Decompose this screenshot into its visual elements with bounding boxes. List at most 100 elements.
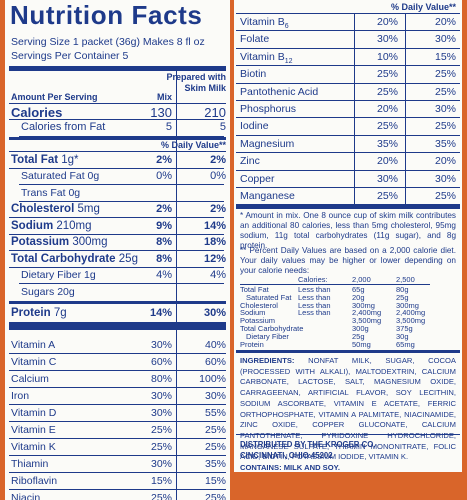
nutrient-name: Dietary Fiber — [21, 269, 82, 281]
nutrient-label: Saturated Fat 0g — [21, 170, 99, 182]
nutrient-milk: 18% — [203, 236, 226, 248]
vitamin-row — [9, 456, 226, 473]
thick-rule — [9, 322, 226, 330]
calorie-row — [19, 120, 224, 137]
nutrient-row — [9, 152, 224, 169]
vitamin-milk: 25% — [434, 190, 456, 202]
vitamin-mix: 80% — [150, 373, 172, 385]
vitamin-name: Vitamin C — [11, 356, 57, 368]
nutrient-row — [19, 168, 224, 185]
ingredients: INGREDIENTS: NONFAT MILK, SUGAR, COCOA (… — [240, 356, 456, 472]
vitamin-row — [9, 371, 226, 388]
vitamin-mix: 25% — [376, 190, 398, 202]
nutrient-label: Protein 7g — [11, 307, 67, 319]
vitamin-label: Manganese — [240, 190, 295, 202]
footnote-2: ** Percent Daily Values are based on a 2… — [240, 246, 456, 275]
nutrient-amount: 1g* — [61, 154, 79, 166]
vitamin-mix: 25% — [150, 441, 172, 453]
nutrient-name: Sugars — [21, 286, 55, 298]
vitamin-name: Niacin — [11, 492, 41, 500]
vitamin-label: Vitamin B12 — [240, 51, 293, 65]
footnote-1: * Amount in mix. One 8 ounce cup of skim… — [240, 211, 456, 250]
calorie-name: Calories — [11, 105, 63, 120]
vitamin-row — [9, 439, 226, 456]
vitamin-label: Folate — [240, 33, 269, 45]
vitamin-name: Zinc — [240, 155, 260, 168]
nutrient-amount: 210mg — [56, 220, 92, 232]
vitamin-row — [236, 14, 460, 32]
vitamin-milk: 15% — [204, 475, 226, 487]
nutrient-label: Total Fat 1g* — [11, 154, 79, 166]
vitamin-mix: 30% — [150, 390, 172, 402]
col-divider — [405, 13, 406, 205]
dv-table-2000: 300g — [352, 324, 369, 333]
vitamin-row — [236, 31, 460, 49]
vitamin-mix: 20% — [376, 103, 398, 115]
nutrient-milk: 4% — [210, 269, 226, 281]
nutrient-row — [9, 218, 224, 235]
nutrient-milk: 0% — [210, 170, 226, 182]
vitamin-milk: 60% — [204, 356, 226, 368]
vitamin-name: Iron — [11, 390, 30, 402]
vitamin-mix: 30% — [150, 458, 172, 470]
nutrient-name: Trans Fat — [21, 187, 66, 199]
vitamin-name: Magnesium — [240, 137, 295, 150]
vitamin-row — [236, 171, 460, 188]
vitamin-name: Calcium — [11, 373, 49, 385]
vitamin-name: Vitamin D — [11, 407, 57, 419]
dv-table-2500: 375g — [396, 324, 413, 333]
dv-table-2000: 300mg — [352, 300, 375, 310]
vitamin-name: Folate — [240, 33, 270, 46]
mix-header: Mix — [156, 92, 172, 102]
vitamin-milk: 30% — [434, 103, 456, 115]
nutrient-milk: 2% — [210, 203, 226, 215]
title: Nutrition Facts — [10, 0, 203, 30]
nutrient-name: Total Fat — [11, 154, 59, 166]
nutrient-label: Potassium 300mg — [11, 236, 108, 248]
vitamin-name: Thiamin — [11, 458, 49, 470]
dv-table-2500: 80g — [396, 285, 409, 294]
vitamin-row — [236, 101, 460, 119]
dv-table-2000: 65g — [352, 285, 365, 294]
nutrient-mix: 8% — [156, 253, 172, 265]
vitamin-mix: 20% — [376, 155, 398, 168]
vitamin-mix: 30% — [376, 33, 398, 46]
dv-table-2500: 3,500mg — [396, 316, 426, 326]
spacer — [294, 356, 308, 365]
vitamin-row — [236, 118, 460, 136]
calorie-name: Calories from Fat — [21, 121, 106, 133]
dv-header: % Daily Value** — [390, 2, 456, 12]
vitamin-row — [236, 153, 460, 171]
nutrient-milk: 12% — [203, 253, 226, 265]
nutrient-amount: 300mg — [72, 236, 108, 248]
vitamin-subscript: 12 — [284, 57, 293, 65]
nutrient-amount: 20g — [57, 286, 75, 298]
vitamin-label: Iodine — [240, 120, 269, 132]
vitamin-milk: 35% — [204, 458, 226, 470]
nutrient-mix: 2% — [156, 203, 172, 215]
vitamin-subscript: 6 — [284, 23, 289, 31]
contains: CONTAINS: MILK AND SOY. — [240, 463, 340, 472]
dv-table-2000: 25g — [352, 331, 365, 341]
vitamin-milk: 20% — [434, 155, 456, 168]
calorie-milk: 5 — [219, 121, 226, 133]
nutrient-row — [9, 201, 224, 218]
right-panel: % Daily Value** Vitamin B6 20% 20% Folate 30%… — [234, 0, 462, 472]
dv-table-name: Saturated Fat — [246, 292, 292, 302]
vitamin-label: Phosphorus — [240, 103, 296, 115]
nutrient-label: Dietary Fiber 1g — [21, 269, 96, 281]
dv-table-limit: Less than — [298, 300, 331, 310]
nutrient-mix: 2% — [156, 154, 172, 166]
vitamin-name: Biotin — [240, 68, 267, 81]
thick-rule — [9, 66, 226, 71]
serving-size: Serving Size 1 packet (36g) Makes 8 fl o… — [11, 36, 205, 48]
nutrient-mix: 0% — [156, 170, 172, 182]
dv-table-2000: 3,500mg — [352, 316, 382, 326]
nutrient-name: Protein — [11, 307, 51, 319]
vitamin-mix: 25% — [376, 68, 398, 81]
vitamin-name: Iodine — [240, 120, 269, 133]
vitamin-milk: 35% — [434, 137, 456, 150]
dv-table-name: Dietary Fiber — [246, 331, 289, 341]
nutrient-amount: 0g — [68, 187, 81, 199]
distributor: DISTRIBUTED BY THE KROGER CO. — [240, 440, 376, 449]
